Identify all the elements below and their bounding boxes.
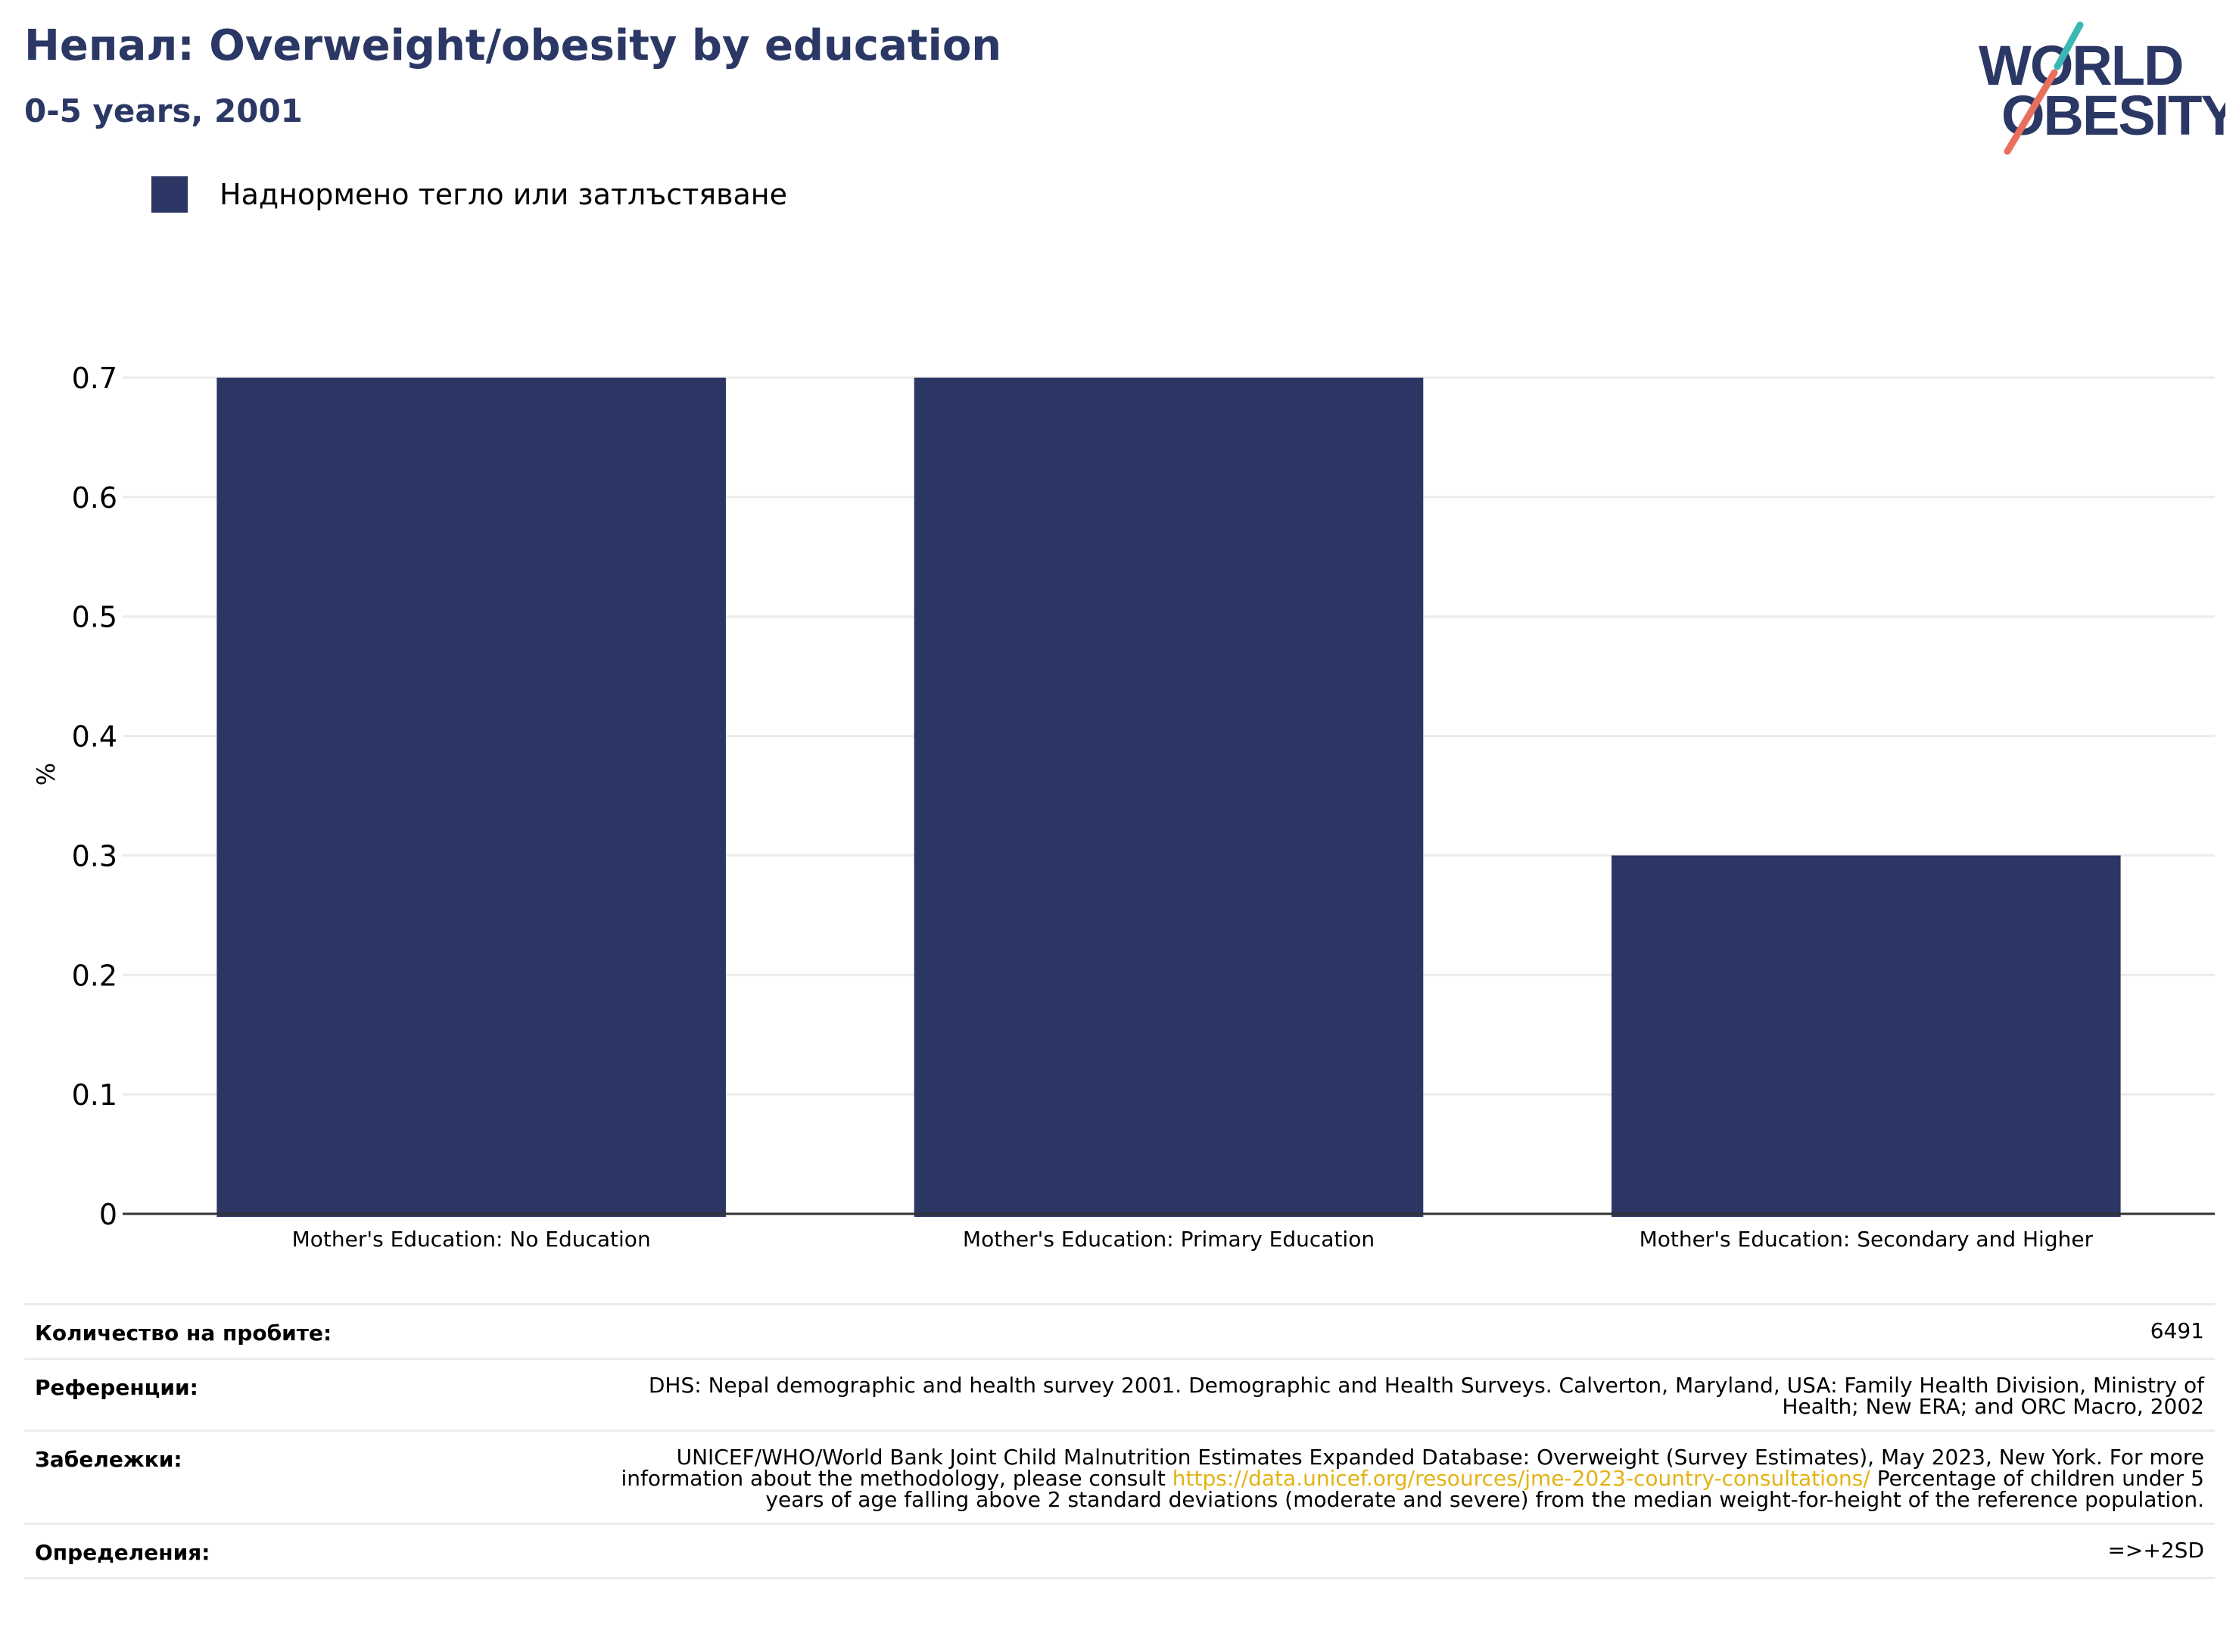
logo-slash-bottom xyxy=(2004,69,2058,155)
remarks-value: UNICEF/WHO/World Bank Joint Child Malnut… xyxy=(569,1445,2205,1512)
bars xyxy=(216,378,2121,1217)
references-value: DHS: Nepal demographic and health survey… xyxy=(648,1373,2204,1419)
bar[interactable] xyxy=(914,378,1424,1217)
notes-table: Количество на пробите: 6491 Референции: … xyxy=(24,1303,2215,1579)
remarks-text-before: UNICEF/WHO/World Bank Joint Child Malnut… xyxy=(621,1445,2205,1491)
y-tick-label: 0.4 xyxy=(72,720,117,754)
bar-chart: 0 0.1 0.2 0.3 0.4 0.5 0.6 0.7 Mother's Education… xyxy=(32,362,2215,1252)
y-tick-label: 0.5 xyxy=(72,601,117,634)
axes: 0 0.1 0.2 0.3 0.4 0.5 0.6 0.7 Mother's Education… xyxy=(72,362,2215,1252)
chart-title: Непал: Overweight/obesity by education xyxy=(24,21,1002,70)
sample-size-label: Количество на пробите: xyxy=(35,1321,332,1346)
definitions-label: Определения: xyxy=(35,1540,210,1565)
methodology-link[interactable]: https://data.unicef.org/resources/jme-20… xyxy=(1172,1466,1870,1491)
y-tick-label: 0 xyxy=(99,1198,117,1231)
definitions-value: =>+2SD xyxy=(2107,1538,2204,1563)
legend-swatch xyxy=(151,176,188,213)
x-tick-label: Mother's Education: No Education xyxy=(292,1227,651,1252)
y-tick-label: 0.6 xyxy=(72,481,117,515)
bar[interactable] xyxy=(216,378,726,1217)
remarks-row: Забележки: UNICEF/WHO/World Bank Joint C… xyxy=(24,1430,2215,1523)
y-tick-label: 0.3 xyxy=(72,839,117,873)
y-axis-label: % xyxy=(32,763,61,786)
references-label: Референции: xyxy=(35,1375,198,1400)
logo-line1: WORLD xyxy=(1979,34,2183,97)
chart-legend[interactable]: Наднормено тегло или затлъстяване xyxy=(151,176,787,213)
remarks-text-after: Percentage of children under 5 years of … xyxy=(765,1466,2204,1512)
sample-size-value: 6491 xyxy=(2150,1318,2204,1343)
x-tick-label: Mother's Education: Secondary and Higher xyxy=(1640,1227,2094,1252)
remarks-label: Забележки: xyxy=(35,1447,182,1472)
x-tick-label: Mother's Education: Primary Education xyxy=(963,1227,1375,1252)
y-tick-label: 0.2 xyxy=(72,959,117,992)
y-tick-label: 0.1 xyxy=(72,1078,117,1112)
definitions-row: Определения: =>+2SD xyxy=(24,1523,2215,1579)
logo-slash-top xyxy=(2054,21,2084,70)
sample-size-row: Количество на пробите: 6491 xyxy=(24,1303,2215,1358)
legend-label: Наднормено тегло или затлъстяване xyxy=(220,178,787,211)
chart-subtitle: 0-5 years, 2001 xyxy=(24,92,303,129)
y-tick-label: 0.7 xyxy=(72,362,117,395)
bar[interactable] xyxy=(1612,855,2121,1217)
references-row: Референции: DHS: Nepal demographic and h… xyxy=(24,1358,2215,1430)
world-obesity-logo: WORLD OBESITY xyxy=(1979,21,2225,155)
